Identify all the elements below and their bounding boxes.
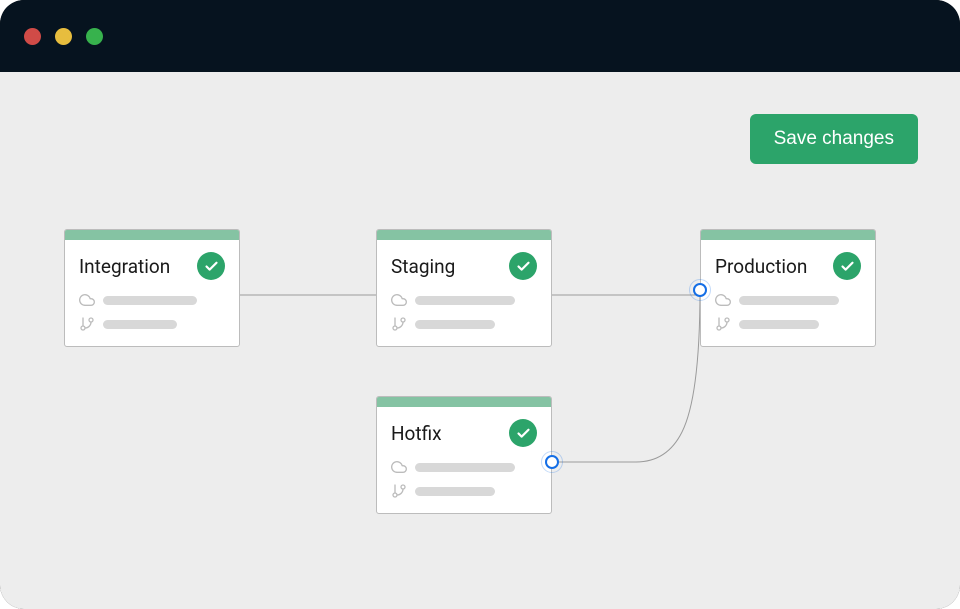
- check-icon: [833, 252, 861, 280]
- node-header: Integration: [79, 252, 225, 280]
- maximize-window-button[interactable]: [86, 28, 103, 45]
- flowchart-canvas[interactable]: Integration Staging Production Hotfix: [0, 72, 960, 609]
- check-icon: [197, 252, 225, 280]
- node-row: [715, 316, 861, 332]
- content-area: Save changes IntegrationStagingProductio…: [0, 72, 960, 609]
- node-header: Production: [715, 252, 861, 280]
- node-integration[interactable]: Integration: [64, 229, 240, 347]
- close-window-button[interactable]: [24, 28, 41, 45]
- node-body: Hotfix: [377, 407, 551, 513]
- node-body: Staging: [377, 240, 551, 346]
- placeholder-bar: [103, 296, 197, 305]
- cloud-icon: [391, 459, 407, 475]
- node-title: Hotfix: [391, 422, 442, 445]
- placeholder-bar: [415, 320, 495, 329]
- node-accent: [377, 397, 551, 407]
- window-titlebar: [0, 0, 960, 72]
- node-staging[interactable]: Staging: [376, 229, 552, 347]
- node-body: Production: [701, 240, 875, 346]
- node-accent: [65, 230, 239, 240]
- cloud-icon: [715, 292, 731, 308]
- placeholder-bar: [415, 296, 515, 305]
- node-row: [79, 316, 225, 332]
- node-title: Production: [715, 255, 807, 278]
- node-accent: [701, 230, 875, 240]
- placeholder-bar: [739, 296, 839, 305]
- app-window: Save changes IntegrationStagingProductio…: [0, 0, 960, 609]
- node-hotfix[interactable]: Hotfix: [376, 396, 552, 514]
- node-row: [391, 316, 537, 332]
- cloud-icon: [79, 292, 95, 308]
- node-row: [391, 459, 537, 475]
- placeholder-bar: [415, 487, 495, 496]
- node-row: [715, 292, 861, 308]
- node-title: Integration: [79, 255, 170, 278]
- git-branch-icon: [391, 316, 407, 332]
- placeholder-bar: [739, 320, 819, 329]
- node-production[interactable]: Production: [700, 229, 876, 347]
- node-accent: [377, 230, 551, 240]
- node-row: [391, 483, 537, 499]
- minimize-window-button[interactable]: [55, 28, 72, 45]
- git-branch-icon: [79, 316, 95, 332]
- node-row: [79, 292, 225, 308]
- git-branch-icon: [715, 316, 731, 332]
- placeholder-bar: [415, 463, 515, 472]
- node-header: Staging: [391, 252, 537, 280]
- check-icon: [509, 252, 537, 280]
- node-header: Hotfix: [391, 419, 537, 447]
- git-branch-icon: [391, 483, 407, 499]
- node-body: Integration: [65, 240, 239, 346]
- node-title: Staging: [391, 255, 455, 278]
- node-row: [391, 292, 537, 308]
- cloud-icon: [391, 292, 407, 308]
- placeholder-bar: [103, 320, 177, 329]
- check-icon: [509, 419, 537, 447]
